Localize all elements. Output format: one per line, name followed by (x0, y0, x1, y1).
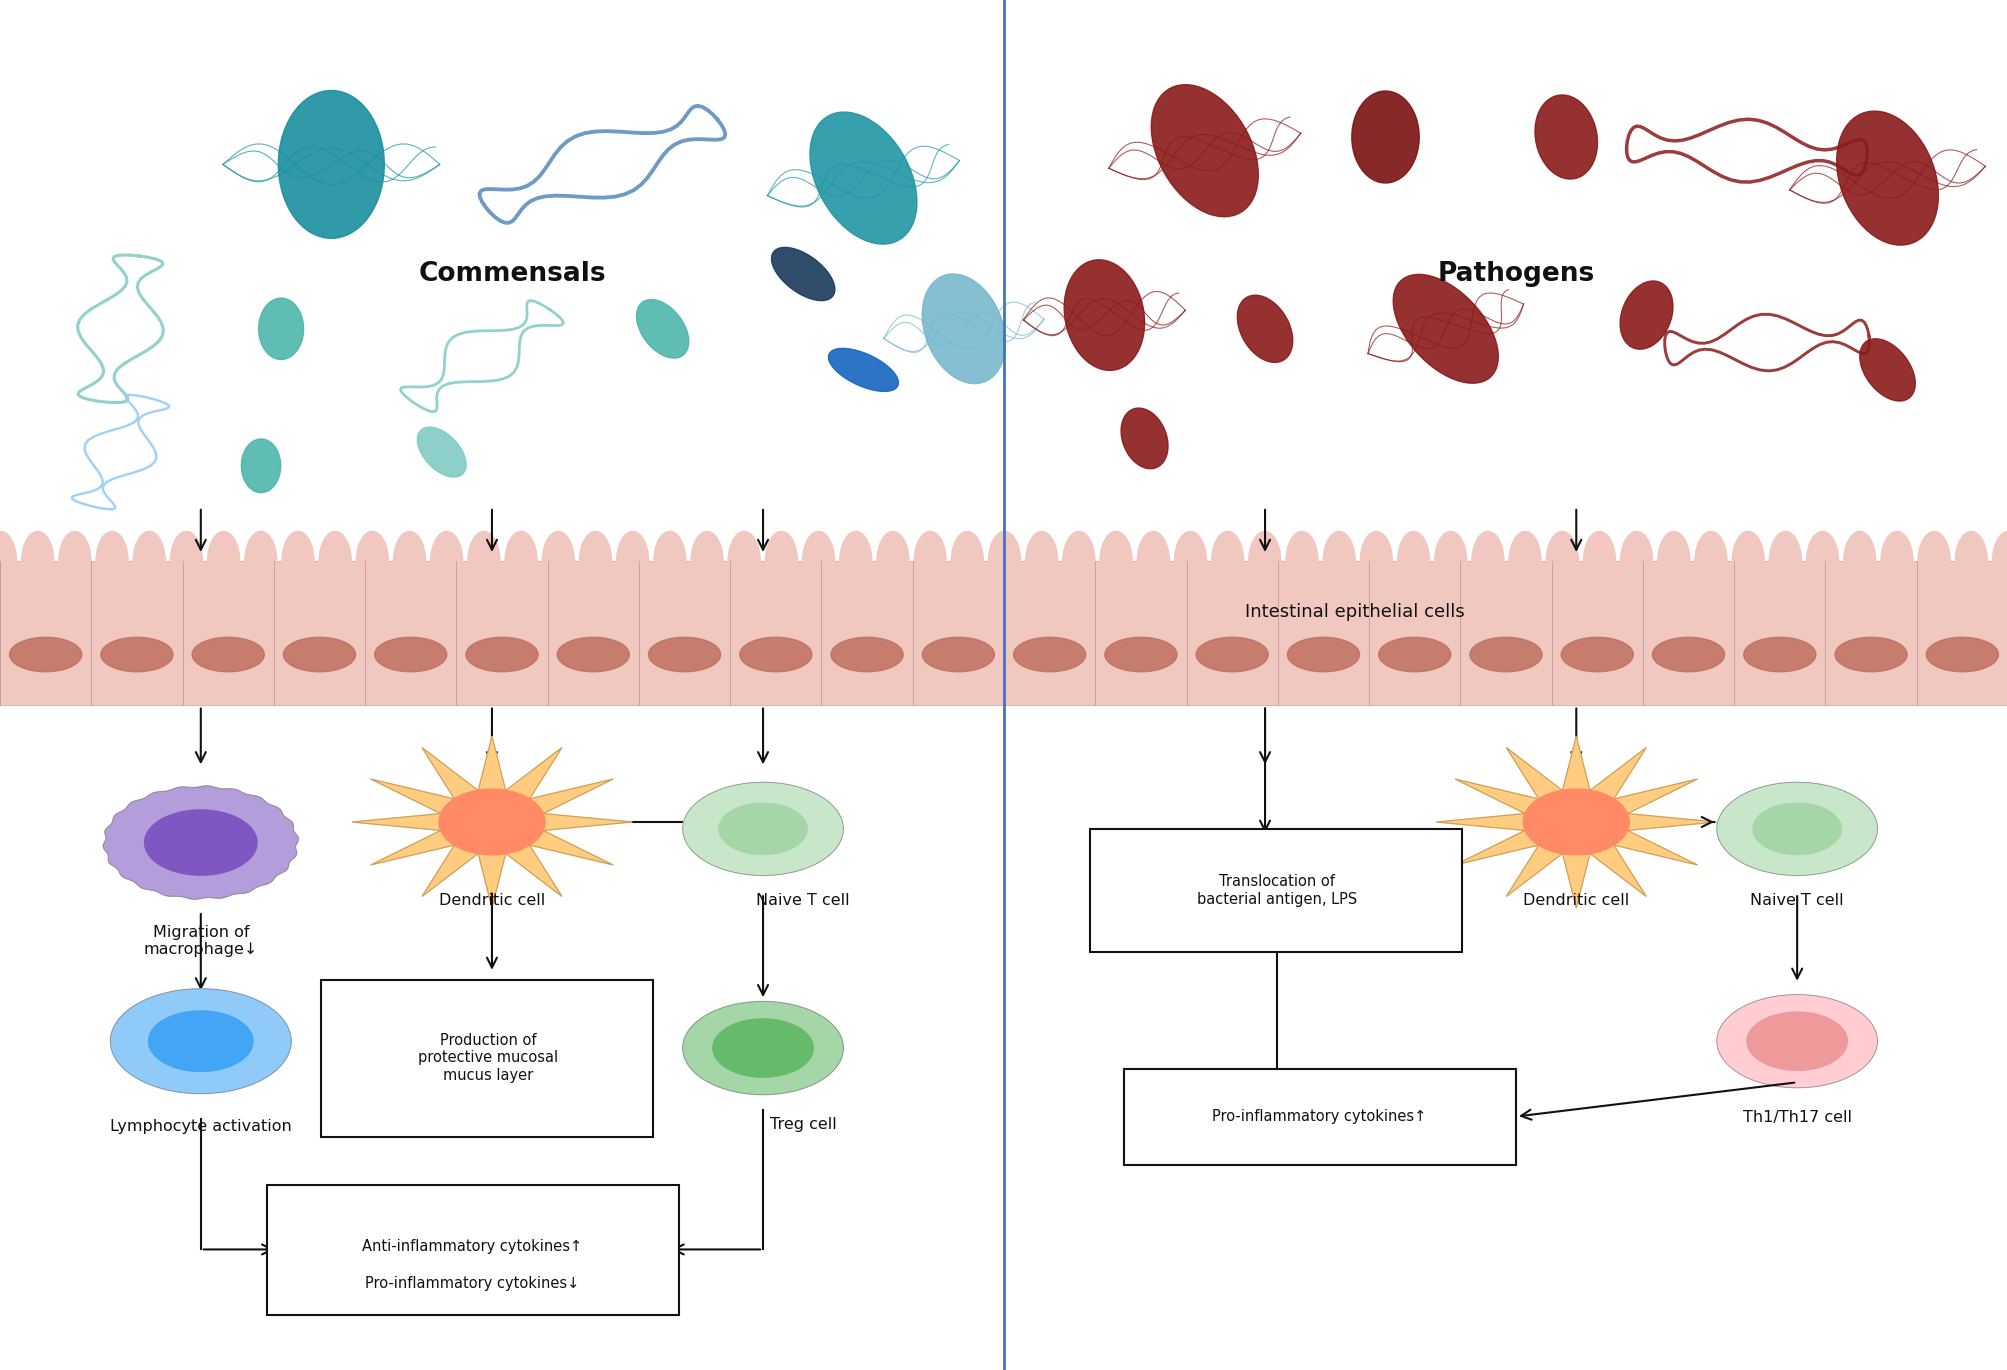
Polygon shape (283, 637, 355, 671)
Polygon shape (636, 300, 688, 358)
Text: Lymphocyte activation: Lymphocyte activation (110, 1119, 291, 1134)
Polygon shape (1286, 637, 1359, 671)
Polygon shape (1064, 260, 1144, 370)
Text: Commensals: Commensals (417, 262, 606, 286)
Polygon shape (110, 989, 291, 1093)
Polygon shape (1746, 1012, 1846, 1070)
Polygon shape (1236, 295, 1293, 363)
Text: Dendritic cell: Dendritic cell (440, 893, 544, 908)
Polygon shape (1393, 274, 1497, 384)
Text: Th1/Th17 cell: Th1/Th17 cell (1742, 1110, 1850, 1125)
Text: Naive T cell: Naive T cell (757, 893, 849, 908)
Polygon shape (1620, 281, 1672, 349)
Polygon shape (1196, 637, 1268, 671)
Polygon shape (375, 637, 448, 671)
Polygon shape (417, 427, 466, 477)
Polygon shape (682, 1001, 843, 1095)
Polygon shape (279, 90, 383, 238)
Polygon shape (1925, 637, 1997, 671)
Polygon shape (682, 782, 843, 875)
Polygon shape (921, 637, 993, 671)
Text: Intestinal epithelial cells: Intestinal epithelial cells (1244, 603, 1463, 622)
Polygon shape (829, 348, 897, 392)
Polygon shape (440, 789, 544, 855)
Polygon shape (1120, 408, 1168, 469)
Text: Production of
protective mucosal
mucus layer: Production of protective mucosal mucus l… (417, 1033, 558, 1082)
Polygon shape (351, 736, 632, 908)
Polygon shape (809, 112, 917, 244)
Polygon shape (712, 1019, 813, 1077)
Polygon shape (1104, 637, 1176, 671)
FancyBboxPatch shape (1124, 1069, 1515, 1164)
Polygon shape (1752, 803, 1840, 855)
FancyBboxPatch shape (1090, 829, 1461, 952)
Polygon shape (1150, 85, 1258, 216)
Polygon shape (1652, 637, 1724, 671)
Text: Dendritic cell: Dendritic cell (1523, 893, 1628, 908)
Polygon shape (1858, 338, 1915, 401)
Polygon shape (1379, 637, 1451, 671)
Polygon shape (831, 637, 903, 671)
Polygon shape (719, 803, 807, 855)
Polygon shape (1561, 637, 1632, 671)
Polygon shape (921, 274, 1006, 384)
Polygon shape (771, 248, 835, 300)
Polygon shape (241, 438, 281, 493)
Polygon shape (149, 1011, 253, 1071)
Text: Anti-inflammatory cytokines↑: Anti-inflammatory cytokines↑ (361, 1240, 582, 1254)
Polygon shape (10, 637, 82, 671)
Text: Pro-inflammatory cytokines↑: Pro-inflammatory cytokines↑ (1212, 1110, 1425, 1123)
Text: Naive T cell: Naive T cell (1750, 893, 1842, 908)
Polygon shape (100, 637, 173, 671)
Text: Migration of
macrophage↓: Migration of macrophage↓ (145, 925, 257, 958)
Polygon shape (1014, 637, 1086, 671)
FancyBboxPatch shape (0, 562, 2007, 704)
Polygon shape (259, 299, 303, 359)
Polygon shape (1716, 995, 1877, 1088)
Polygon shape (1716, 782, 1877, 875)
Polygon shape (739, 637, 811, 671)
Polygon shape (1351, 90, 1419, 184)
Polygon shape (1834, 637, 1907, 671)
Text: Treg cell: Treg cell (769, 1117, 837, 1132)
Polygon shape (1836, 111, 1937, 245)
Polygon shape (648, 637, 721, 671)
Text: Pro-inflammatory cytokines↓: Pro-inflammatory cytokines↓ (365, 1277, 578, 1291)
Polygon shape (145, 810, 257, 875)
FancyBboxPatch shape (321, 980, 652, 1137)
Polygon shape (1469, 637, 1541, 671)
Text: Translocation of
bacterial antigen, LPS: Translocation of bacterial antigen, LPS (1196, 874, 1357, 907)
Polygon shape (102, 786, 299, 899)
Polygon shape (1742, 637, 1814, 671)
Polygon shape (1435, 736, 1716, 908)
Polygon shape (466, 637, 538, 671)
Polygon shape (193, 637, 265, 671)
Text: Pathogens: Pathogens (1437, 262, 1594, 286)
Polygon shape (1523, 789, 1628, 855)
Polygon shape (558, 637, 628, 671)
Polygon shape (1533, 95, 1598, 179)
FancyBboxPatch shape (267, 1185, 678, 1315)
